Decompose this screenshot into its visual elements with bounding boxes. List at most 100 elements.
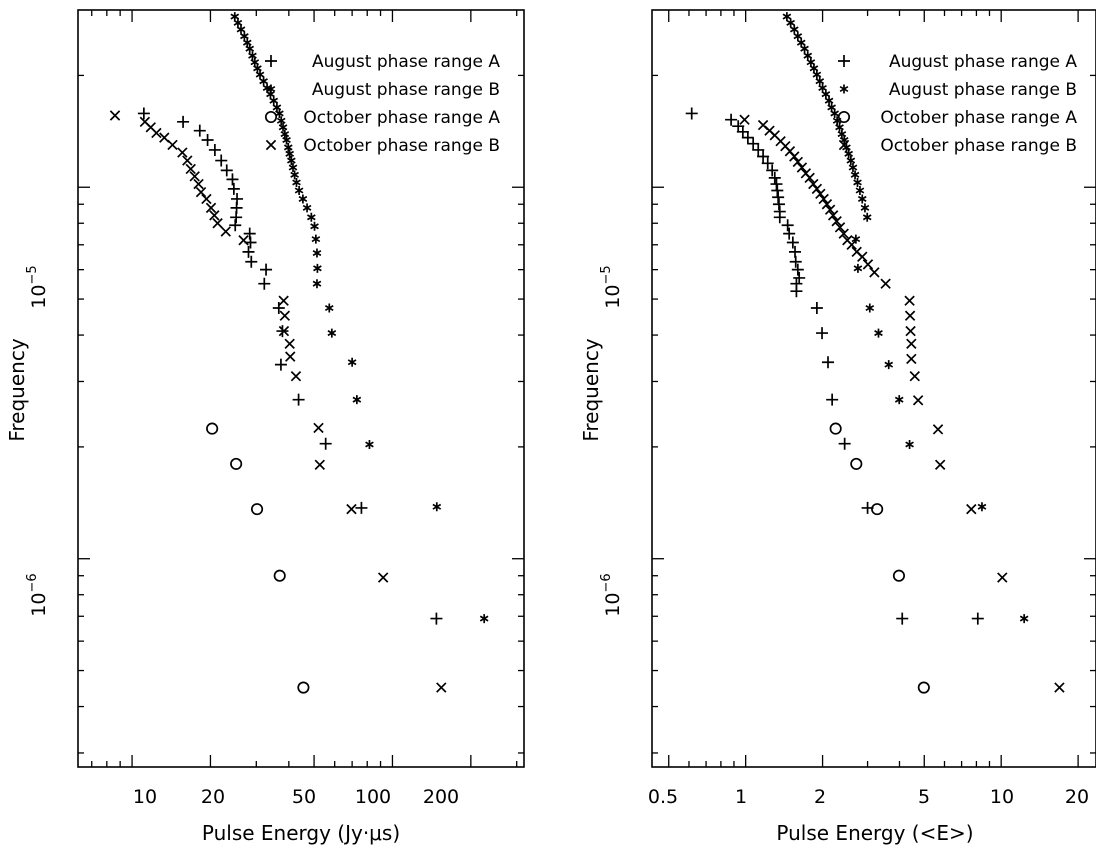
star-marker [842, 142, 851, 152]
plus-stroke [790, 285, 803, 298]
series-circle [829, 422, 930, 694]
star-marker [312, 248, 322, 258]
plus-stroke [821, 356, 834, 369]
y-axis-label-left: Frequency [5, 338, 29, 441]
star-stroke [853, 263, 863, 273]
star-marker [874, 328, 883, 338]
star-marker [865, 303, 875, 313]
plus-marker [773, 211, 786, 224]
star-marker [818, 83, 827, 93]
star-stroke [290, 170, 299, 180]
cross-marker [808, 178, 819, 190]
star-marker [884, 360, 894, 370]
star-stroke [479, 614, 489, 624]
star-stroke [842, 142, 851, 152]
star-stroke [250, 57, 260, 67]
plus-stroke [201, 134, 214, 147]
cross-stroke [906, 353, 917, 365]
star-stroke [855, 186, 865, 196]
plus-marker [292, 393, 305, 406]
cross-marker [792, 156, 804, 168]
y-tick-exponent: −5 [25, 265, 40, 284]
cross-stroke [838, 228, 849, 239]
circle-marker [273, 569, 286, 582]
plus-stroke [761, 157, 774, 170]
star-stroke [288, 163, 298, 173]
cross-stroke [193, 178, 204, 190]
cross-marker [193, 178, 204, 190]
plus-stroke [752, 143, 765, 156]
star-marker [855, 186, 865, 196]
star-marker [262, 83, 272, 93]
star-marker [352, 395, 362, 405]
star-stroke [894, 395, 904, 405]
star-marker [294, 186, 304, 196]
plus-stroke [757, 150, 770, 163]
cross-stroke [831, 216, 842, 227]
x-tick-label-20: 20 [201, 786, 225, 808]
cross-marker [167, 139, 178, 151]
star-marker [789, 24, 799, 34]
star-stroke [806, 57, 816, 67]
star-marker [259, 76, 268, 86]
data-points-right [685, 12, 1065, 694]
legend-right: August phase range A August phase range … [837, 52, 1077, 156]
plus-marker [245, 255, 258, 268]
star-marker [306, 212, 316, 222]
plus-marker [790, 285, 803, 298]
star-marker [786, 18, 795, 28]
star-marker [850, 170, 860, 180]
plus-marker [227, 182, 240, 195]
star-marker [815, 76, 825, 86]
plus-stroke [260, 263, 273, 276]
star-stroke [835, 122, 844, 132]
star-stroke [278, 122, 288, 132]
plus-marker [215, 154, 228, 167]
y-tick-base: 10 [602, 284, 624, 308]
star-stroke [812, 70, 822, 80]
plus-marker [810, 302, 823, 315]
star-stroke [253, 63, 262, 73]
cross-stroke [804, 172, 815, 184]
star-marker [302, 203, 312, 213]
plot-frame-left [77, 9, 525, 768]
cross-marker [212, 218, 223, 229]
plus-marker [242, 245, 255, 258]
cross-stroke [278, 295, 289, 306]
star-marker [313, 263, 322, 273]
cross-stroke [869, 267, 880, 278]
cross-stroke [934, 459, 946, 470]
cross-stroke [201, 193, 212, 205]
plus-stroke [276, 325, 289, 338]
star-stroke [324, 303, 334, 313]
plus-marker [838, 55, 850, 67]
plus-stroke [220, 164, 233, 177]
cross-stroke [151, 127, 162, 139]
x-tick-label-0.5: 0.5 [648, 786, 678, 808]
plus-marker [747, 137, 760, 150]
panel-left: 10 20 50 100 200 10−5 10−6 Pulse Energy … [5, 9, 525, 845]
legend-left: August phase range A August phase range … [264, 52, 500, 156]
star-stroke [287, 156, 296, 166]
star-stroke [851, 234, 861, 244]
star-stroke [432, 502, 442, 512]
star-stroke [285, 149, 295, 159]
star-stroke [809, 63, 819, 73]
plus-stroke [766, 164, 779, 177]
star-stroke [839, 135, 849, 145]
star-marker [905, 439, 914, 449]
star-marker [253, 63, 262, 73]
plus-marker [274, 358, 287, 371]
plus-stroke [838, 437, 851, 450]
cross-stroke [808, 178, 819, 190]
plus-marker [230, 211, 243, 224]
cross-stroke [796, 162, 808, 173]
plus-marker [766, 164, 779, 177]
cross-marker [220, 226, 231, 237]
plus-stroke [781, 219, 794, 232]
star-marker [282, 135, 291, 145]
y-tick-base: 10 [28, 592, 50, 616]
star-marker [839, 84, 849, 94]
plus-marker [816, 327, 829, 340]
cross-marker [811, 183, 823, 195]
